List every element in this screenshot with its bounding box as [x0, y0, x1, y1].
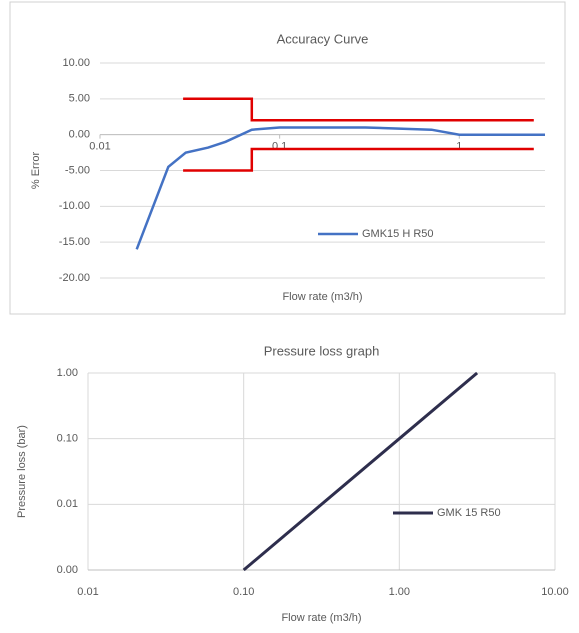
y-axis-label: % Error: [30, 152, 42, 190]
series-line: [183, 147, 534, 172]
x-tick-label: 0.01: [77, 586, 98, 598]
legend-label: GMK15 H R50: [362, 228, 434, 240]
chart-title: Accuracy Curve: [277, 31, 369, 46]
x-tick-label: 10.00: [541, 586, 569, 598]
legend-label: GMK 15 R50: [437, 507, 501, 519]
y-axis-label: Pressure loss (bar): [16, 425, 28, 518]
y-tick-label: 1.00: [57, 367, 78, 379]
y-tick-label: 5.00: [69, 93, 90, 105]
series-line: [183, 97, 534, 122]
y-tick-label: 0.00: [69, 129, 90, 141]
chart-title: Pressure loss graph: [264, 343, 380, 358]
series-line: [135, 126, 545, 250]
x-axis-label: Flow rate (m3/h): [281, 612, 361, 624]
y-tick-label: -10.00: [59, 200, 90, 212]
x-tick-label: 1.00: [389, 586, 410, 598]
series-line: [242, 371, 479, 572]
y-tick-label: 0.00: [57, 564, 78, 576]
chart-frame: [9, 1, 566, 315]
x-tick-label: 0.01: [89, 141, 110, 153]
y-tick-label: 10.00: [62, 57, 90, 69]
x-axis-label: Flow rate (m3/h): [282, 291, 362, 303]
x-tick-label: 1: [456, 141, 462, 153]
y-tick-label: -20.00: [59, 272, 90, 284]
x-tick-label: 0.10: [233, 586, 254, 598]
y-tick-label: 0.01: [57, 498, 78, 510]
y-tick-label: 0.10: [57, 433, 78, 445]
y-tick-label: -5.00: [65, 164, 90, 176]
x-tick-label: 0.1: [272, 141, 287, 153]
y-tick-label: -15.00: [59, 236, 90, 248]
